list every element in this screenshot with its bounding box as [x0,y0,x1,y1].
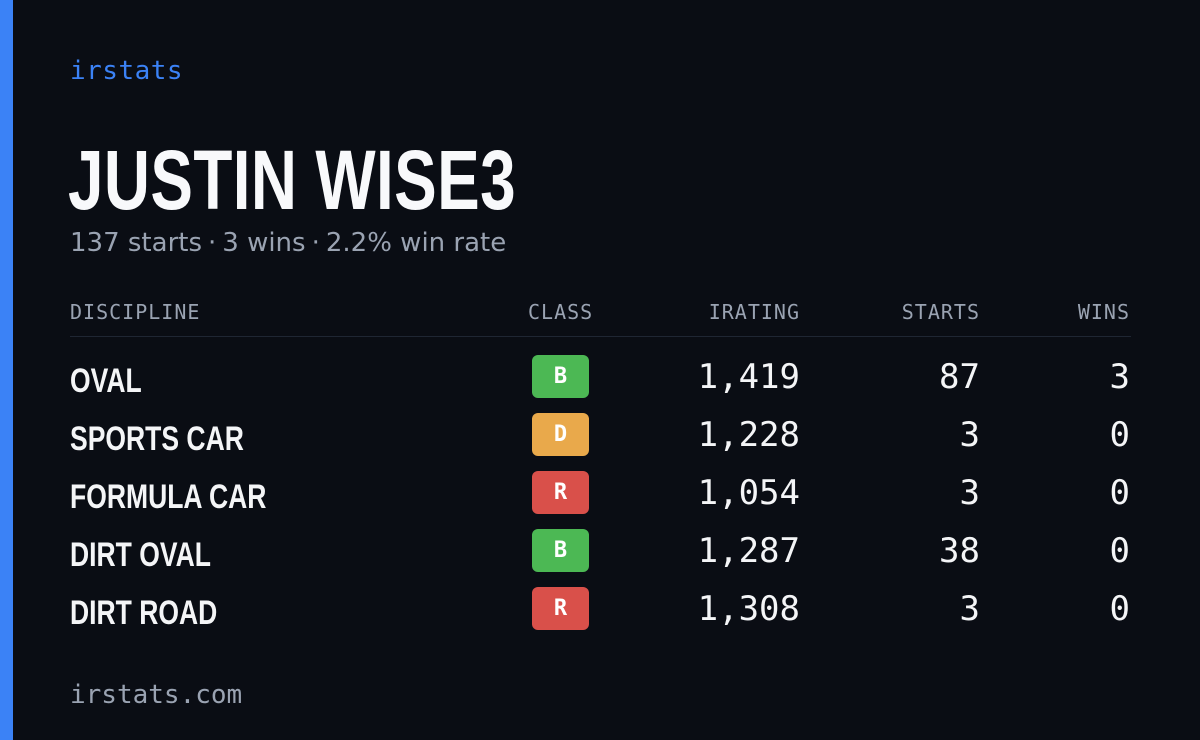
table-body: OVAL B 1,419 87 3 SPORTS CAR D 1,228 3 0 FORMULA C… [70,353,1131,643]
summary-win-rate: 2.2% win rate [325,228,507,258]
starts-value: 3 [959,473,980,513]
discipline-name: DIRT OVAL [70,536,211,574]
header-starts: STARTS [901,300,980,324]
irating-value: 1,308 [697,589,800,629]
wins-value: 0 [1109,531,1130,571]
summary-separator: · [208,228,217,258]
table-header: DISCIPLINE CLASS IRATING STARTS WINS [70,296,1131,337]
discipline-name: FORMULA CAR [70,478,267,516]
player-summary: 137 starts · 3 wins · 2.2% win rate [70,228,506,258]
accent-bar [0,0,13,740]
class-badge: B [532,355,589,398]
table-row: FORMULA CAR R 1,054 3 0 [70,469,1131,527]
brand-logo-text: irstats [70,56,184,86]
wins-value: 0 [1109,473,1130,513]
header-class: CLASS [528,300,594,324]
starts-value: 87 [939,357,980,397]
starts-value: 3 [959,589,980,629]
summary-wins: 3 wins [222,228,306,258]
irating-value: 1,054 [697,473,800,513]
table-row: SPORTS CAR D 1,228 3 0 [70,411,1131,469]
summary-starts: 137 starts [70,228,202,258]
class-badge: R [532,587,589,630]
class-badge: R [532,471,589,514]
summary-separator: · [311,228,320,258]
irating-value: 1,287 [697,531,800,571]
discipline-name: SPORTS CAR [70,420,244,458]
discipline-name: DIRT ROAD [70,594,218,632]
wins-value: 0 [1109,415,1130,455]
starts-value: 3 [959,415,980,455]
table-row: DIRT ROAD R 1,308 3 0 [70,585,1131,643]
player-name: JUSTIN WISE3 [68,133,516,227]
header-discipline: DISCIPLINE [70,300,201,324]
header-wins: WINS [1077,300,1130,324]
wins-value: 3 [1109,357,1130,397]
class-badge: D [532,413,589,456]
starts-value: 38 [939,531,980,571]
footer-url: irstats.com [70,680,243,710]
table-row: DIRT OVAL B 1,287 38 0 [70,527,1131,585]
discipline-name: OVAL [70,362,142,400]
discipline-stats-table: DISCIPLINE CLASS IRATING STARTS WINS OVA… [70,296,1131,643]
irating-value: 1,419 [697,357,800,397]
class-badge: B [532,529,589,572]
wins-value: 0 [1109,589,1130,629]
irating-value: 1,228 [697,415,800,455]
table-row: OVAL B 1,419 87 3 [70,353,1131,411]
header-irating: IRATING [708,300,800,324]
